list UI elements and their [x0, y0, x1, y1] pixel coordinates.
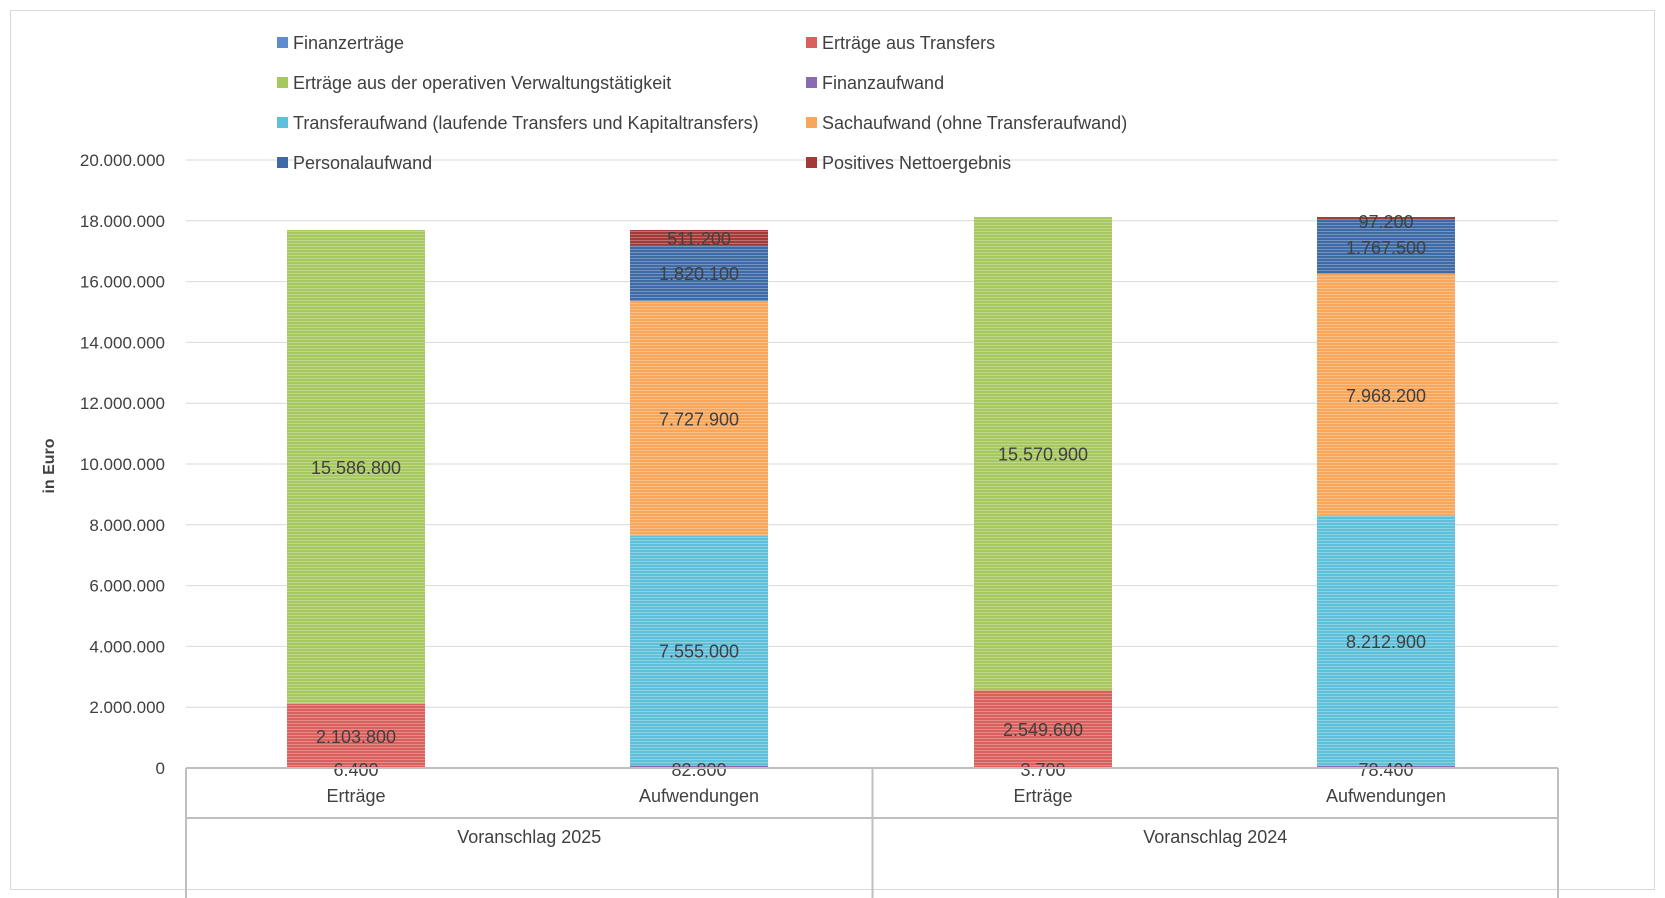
- legend-swatch: [806, 157, 817, 168]
- y-tick-label: 6.000.000: [89, 577, 165, 596]
- bar-texture: [287, 703, 425, 768]
- bars: [287, 217, 1455, 769]
- x-category-label: Aufwendungen: [639, 786, 759, 806]
- data-label: 8.212.900: [1346, 632, 1426, 652]
- y-tick-label: 20.000.000: [80, 151, 165, 170]
- legend-label: Positives Nettoergebnis: [822, 153, 1011, 173]
- y-tick-label: 16.000.000: [80, 273, 165, 292]
- bar-texture: [1317, 273, 1455, 516]
- y-axis-label: in Euro: [41, 438, 58, 493]
- y-tick-label: 12.000.000: [80, 394, 165, 413]
- x-group-label: Voranschlag 2024: [1143, 827, 1287, 847]
- data-label: 7.968.200: [1346, 386, 1426, 406]
- bar-texture: [630, 765, 768, 768]
- legend-swatch: [806, 77, 817, 88]
- legend-label: Personalaufwand: [293, 153, 432, 173]
- legend-swatch: [806, 117, 817, 128]
- y-tick-label: 18.000.000: [80, 212, 165, 231]
- x-category-label: Erträge: [1013, 786, 1072, 806]
- data-label: 15.586.800: [311, 458, 401, 478]
- y-tick-label: 14.000.000: [80, 333, 165, 352]
- legend-label: Sachaufwand (ohne Transferaufwand): [822, 113, 1127, 133]
- legend: Finanzerträge Erträge aus Transfers Erträg…: [277, 33, 1127, 173]
- data-label: 97.200: [1358, 212, 1413, 232]
- bar-texture: [1317, 765, 1455, 768]
- x-category-label: Erträge: [326, 786, 385, 806]
- x-category-label: Aufwendungen: [1326, 786, 1446, 806]
- data-label: 2.103.800: [316, 727, 396, 747]
- data-label: 3.700: [1020, 760, 1065, 780]
- bar-texture: [1317, 515, 1455, 766]
- y-axis-ticks: 0 2.000.000 4.000.000 6.000.000 8.000.000 10.…: [80, 151, 165, 778]
- data-label: 7.555.000: [659, 642, 739, 662]
- legend-label: Erträge aus Transfers: [822, 33, 995, 53]
- data-label: 15.570.900: [998, 445, 1088, 465]
- y-tick-label: 2.000.000: [89, 698, 165, 717]
- bar-texture: [1317, 219, 1455, 274]
- bar-texture: [287, 230, 425, 704]
- x-axis: Erträge Aufwendungen Erträge Aufwendungen Vo…: [185, 767, 1559, 898]
- legend-swatch: [277, 77, 288, 88]
- bar-texture: [630, 230, 768, 246]
- bar-texture: [974, 217, 1112, 691]
- data-label: 82.800: [671, 760, 726, 780]
- bar-texture: [630, 245, 768, 301]
- x-group-label: Voranschlag 2025: [457, 827, 601, 847]
- y-tick-label: 0: [156, 759, 165, 778]
- bar-texture: [1317, 217, 1455, 220]
- data-label: 2.549.600: [1003, 720, 1083, 740]
- y-tick-label: 10.000.000: [80, 455, 165, 474]
- bar-texture: [974, 690, 1112, 768]
- data-label: 1.820.100: [659, 264, 739, 284]
- legend-swatch: [277, 37, 288, 48]
- data-label: 78.400: [1358, 760, 1413, 780]
- data-labels: 6.400 3.700 2.103.800 2.549.600 15.586.800 15…: [311, 212, 1426, 780]
- legend-label: Erträge aus der operativen Verwaltungstä…: [293, 73, 671, 93]
- legend-swatch: [277, 117, 288, 128]
- legend-label: Finanzerträge: [293, 33, 404, 53]
- legend-swatch: [277, 157, 288, 168]
- y-tick-label: 8.000.000: [89, 516, 165, 535]
- data-label: 7.727.900: [659, 409, 739, 429]
- y-tick-label: 4.000.000: [89, 637, 165, 656]
- legend-swatch: [806, 37, 817, 48]
- bar-texture: [630, 535, 768, 766]
- data-label: 6.400: [333, 760, 378, 780]
- bar-texture: [630, 300, 768, 536]
- legend-label: Finanzaufwand: [822, 73, 944, 93]
- data-label: 1.767.500: [1346, 238, 1426, 258]
- legend-label: Transferaufwand (laufende Transfers und …: [293, 113, 759, 133]
- data-label: 511.200: [667, 229, 731, 249]
